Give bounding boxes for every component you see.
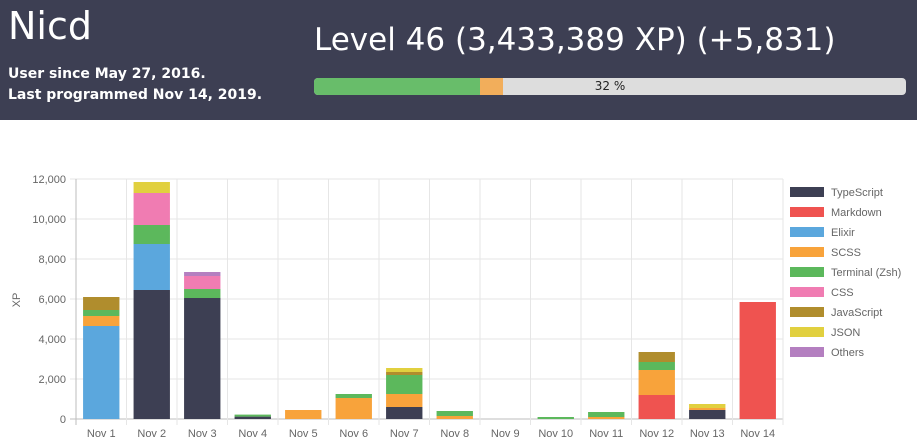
bar-segment bbox=[588, 417, 625, 419]
progress-base-fill bbox=[314, 78, 480, 95]
legend-label: TypeScript bbox=[831, 187, 883, 199]
x-tick-label: Nov 9 bbox=[491, 428, 520, 440]
bar-segment bbox=[83, 326, 120, 419]
y-tick-label: 8,000 bbox=[38, 254, 66, 266]
y-tick-label: 10,000 bbox=[32, 214, 66, 226]
bar-segment bbox=[739, 302, 776, 419]
chart-legend: TypeScript Markdown Elixir SCSS Terminal (Zs… bbox=[790, 187, 901, 359]
bar-segment bbox=[638, 352, 675, 362]
bar-segment bbox=[588, 412, 625, 417]
legend-label: Others bbox=[831, 347, 865, 359]
legend-label: SCSS bbox=[831, 247, 861, 259]
x-tick-label: Nov 12 bbox=[639, 428, 674, 440]
user-since-text: User since May 27, 2016. bbox=[8, 66, 206, 82]
x-tick-label: Nov 4 bbox=[238, 428, 267, 440]
profile-header: Nicd User since May 27, 2016. Last progr… bbox=[0, 0, 917, 120]
legend-label: Elixir bbox=[831, 227, 855, 239]
bar-segment bbox=[83, 316, 120, 326]
bar-segment bbox=[436, 416, 473, 419]
x-tick-label: Nov 5 bbox=[289, 428, 318, 440]
legend-label: CSS bbox=[831, 287, 854, 299]
legend-swatch bbox=[790, 287, 824, 297]
x-tick-label: Nov 3 bbox=[188, 428, 217, 440]
bar-segment bbox=[386, 375, 423, 394]
x-tick-label: Nov 14 bbox=[740, 428, 775, 440]
legend-swatch bbox=[790, 207, 824, 217]
y-tick-label: 2,000 bbox=[38, 374, 66, 386]
username: Nicd bbox=[8, 4, 92, 48]
bar-segment bbox=[234, 414, 271, 417]
bar-segment bbox=[386, 372, 423, 375]
level-text: Level 46 (3,433,389 XP) (+5,831) bbox=[314, 22, 836, 58]
legend-label: JavaScript bbox=[831, 307, 882, 319]
bar-segment bbox=[386, 368, 423, 372]
y-tick-label: 0 bbox=[60, 414, 66, 426]
bar-segment bbox=[184, 276, 221, 289]
bar-segment bbox=[133, 182, 170, 193]
x-tick-label: Nov 11 bbox=[589, 428, 623, 440]
bar-segment bbox=[335, 398, 372, 419]
x-tick-label: Nov 7 bbox=[390, 428, 419, 440]
y-tick-label: 4,000 bbox=[38, 334, 66, 346]
y-tick-label: 12,000 bbox=[32, 174, 66, 186]
legend-swatch bbox=[790, 227, 824, 237]
legend-swatch bbox=[790, 247, 824, 257]
legend-label: Markdown bbox=[831, 207, 882, 219]
chart-bars bbox=[83, 182, 776, 419]
bar-segment bbox=[184, 289, 221, 298]
legend-swatch bbox=[790, 307, 824, 317]
bar-segment bbox=[133, 193, 170, 225]
progress-new-fill bbox=[479, 78, 504, 95]
bar-segment bbox=[689, 408, 726, 410]
legend-swatch bbox=[790, 187, 824, 197]
x-tick-label: Nov 8 bbox=[440, 428, 469, 440]
bar-segment bbox=[689, 410, 726, 419]
y-axis-label: XP bbox=[11, 293, 23, 308]
last-programmed-text: Last programmed Nov 14, 2019. bbox=[8, 87, 263, 103]
bar-segment bbox=[83, 310, 120, 316]
x-tick-label: Nov 1 bbox=[87, 428, 116, 440]
bar-segment bbox=[638, 362, 675, 370]
bar-segment bbox=[184, 272, 221, 276]
x-tick-label: Nov 6 bbox=[339, 428, 368, 440]
xp-chart: 0 2,000 4,000 6,000 8,000 10,000 12,000 Nov 1 No… bbox=[11, 174, 901, 440]
legend-swatch bbox=[790, 267, 824, 277]
bar-segment bbox=[133, 290, 170, 419]
bar-segment bbox=[335, 394, 372, 398]
bar-segment bbox=[285, 410, 322, 419]
bar-segment bbox=[83, 297, 120, 310]
y-tick-label: 6,000 bbox=[38, 294, 66, 306]
legend-label: Terminal (Zsh) bbox=[831, 267, 901, 279]
chart-axes: 0 2,000 4,000 6,000 8,000 10,000 12,000 Nov 1 No… bbox=[32, 174, 775, 440]
bar-segment bbox=[133, 244, 170, 290]
bar-segment bbox=[234, 416, 271, 419]
chart-grid bbox=[70, 178, 784, 425]
bar-segment bbox=[638, 370, 675, 395]
bar-segment bbox=[689, 404, 726, 408]
bar-segment bbox=[638, 395, 675, 419]
bar-segment bbox=[436, 411, 473, 416]
x-tick-label: Nov 10 bbox=[538, 428, 573, 440]
x-tick-label: Nov 2 bbox=[137, 428, 166, 440]
level-progress-bar: 32 % bbox=[314, 78, 906, 95]
bar-segment bbox=[133, 225, 170, 244]
bar-segment bbox=[184, 298, 221, 419]
progress-label: 32 % bbox=[594, 79, 626, 93]
legend-swatch bbox=[790, 347, 824, 357]
legend-label: JSON bbox=[831, 327, 860, 339]
bar-segment bbox=[386, 394, 423, 407]
legend-swatch bbox=[790, 327, 824, 337]
bar-segment bbox=[537, 417, 574, 419]
x-tick-label: Nov 13 bbox=[690, 428, 725, 440]
bar-segment bbox=[386, 407, 423, 419]
